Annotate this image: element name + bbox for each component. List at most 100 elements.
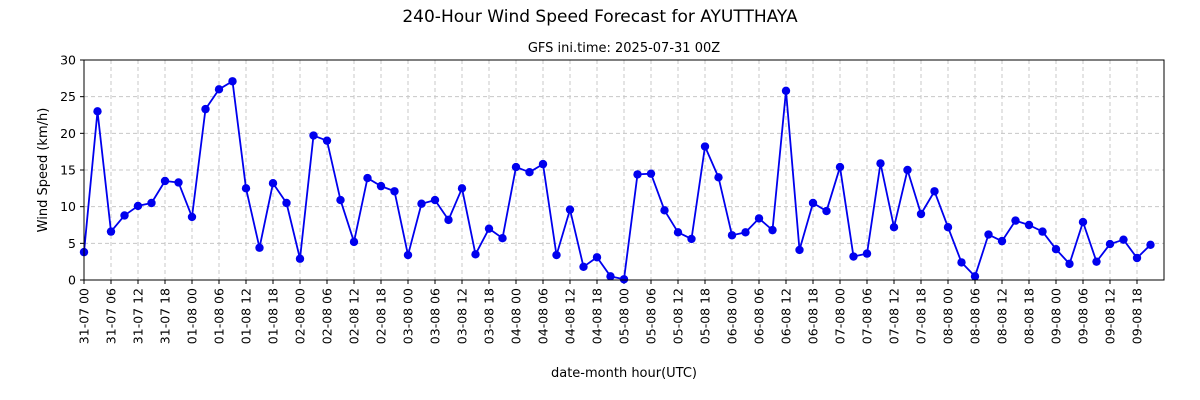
y-tick-label: 5: [68, 236, 76, 251]
data-point: [970, 272, 980, 281]
plot-frame: [83, 59, 1165, 281]
data-point: [673, 228, 683, 237]
x-tick-label: 31-07 18: [158, 288, 173, 344]
data-point: [403, 250, 413, 260]
x-tick-label: 01-08 06: [212, 288, 227, 344]
data-point: [768, 225, 777, 235]
x-tick-label: 02-08 12: [347, 288, 362, 344]
data-point: [903, 165, 912, 175]
grid-layer: [83, 59, 1164, 281]
x-tick-label: 31-07 12: [131, 288, 146, 344]
data-point: [309, 131, 318, 140]
data-point: [538, 159, 548, 169]
x-tick-label: 31-07 06: [104, 288, 119, 344]
data-point: [295, 254, 305, 263]
x-tick-label: 09-08 12: [1103, 288, 1118, 344]
data-point: [214, 85, 224, 94]
x-tick-label: 06-08 12: [779, 288, 794, 344]
x-tick-label: 09-08 06: [1076, 288, 1091, 344]
x-tick-label: 01-08 12: [239, 288, 254, 344]
x-tick-label: 05-08 12: [671, 288, 686, 344]
data-point: [808, 198, 818, 208]
x-tick-label: 01-08 00: [185, 288, 200, 344]
x-tick-label: 08-08 12: [995, 288, 1010, 344]
data-point: [187, 212, 197, 222]
data-point: [849, 252, 858, 261]
x-tick-label: 08-08 18: [1022, 288, 1037, 344]
x-tick-label: 04-08 18: [590, 288, 605, 344]
x-tick-label: 08-08 06: [968, 288, 983, 344]
data-point: [444, 215, 453, 225]
data-point: [93, 107, 102, 116]
data-point: [322, 136, 332, 145]
data-point: [1011, 216, 1020, 225]
data-point: [457, 184, 467, 193]
data-point: [268, 179, 278, 188]
data-point: [147, 198, 156, 208]
data-point: [1146, 240, 1155, 249]
y-tick-label: 10: [60, 199, 76, 214]
x-tick-label: 07-08 12: [887, 288, 902, 344]
data-point: [943, 223, 953, 232]
x-tick-label: 03-08 12: [455, 288, 470, 344]
y-axis-label: Wind Speed (km/h): [36, 108, 51, 233]
data-point: [592, 253, 602, 262]
x-tick-label: 01-08 18: [266, 288, 281, 344]
data-point: [282, 198, 291, 208]
tick-layer: 0 5 10 15 20 25 30 31-07 00 31-07 06 31-07 12 31-0…: [60, 53, 1144, 345]
data-point: [511, 162, 521, 172]
series-layer: [79, 77, 1155, 284]
data-point: [390, 187, 399, 196]
y-tick-label: 25: [60, 89, 76, 104]
data-point: [930, 187, 939, 196]
data-point: [552, 250, 561, 260]
data-point: [646, 169, 656, 178]
data-point: [633, 170, 642, 179]
data-point: [336, 195, 345, 205]
chart-subtitle: GFS ini.time: 2025-07-31 00Z: [528, 41, 720, 56]
data-point: [619, 275, 629, 284]
x-tick-label: 02-08 18: [374, 288, 389, 344]
chart-title: 240-Hour Wind Speed Forecast for AYUTTHA…: [402, 7, 798, 27]
data-point: [120, 211, 129, 220]
x-tick-label: 08-08 00: [941, 288, 956, 344]
x-tick-label: 07-08 18: [914, 288, 929, 344]
data-point: [1038, 227, 1047, 236]
data-point: [484, 224, 494, 233]
x-tick-label: 09-08 18: [1130, 288, 1145, 344]
data-point: [822, 206, 831, 216]
data-point: [565, 205, 575, 214]
data-point: [174, 178, 183, 187]
data-point: [660, 206, 669, 215]
data-point: [727, 231, 737, 240]
data-point: [876, 159, 885, 168]
x-tick-label: 07-08 06: [860, 288, 875, 344]
data-point: [1051, 245, 1061, 254]
x-tick-label: 07-08 00: [833, 288, 848, 344]
x-axis-label: date-month hour(UTC): [551, 366, 697, 381]
data-point: [984, 230, 993, 239]
x-tick-label: 09-08 00: [1049, 288, 1064, 344]
data-point: [957, 258, 966, 267]
data-point: [700, 142, 710, 151]
data-point: [1105, 239, 1115, 249]
data-point: [376, 181, 386, 191]
x-tick-label: 03-08 00: [401, 288, 416, 344]
data-point: [255, 243, 264, 252]
series-line: [83, 80, 1152, 281]
y-tick-label: 30: [60, 53, 76, 68]
data-point: [835, 162, 845, 172]
data-point: [160, 176, 170, 186]
data-point: [579, 262, 588, 271]
data-point: [1065, 259, 1074, 269]
x-tick-label: 04-08 06: [536, 288, 551, 344]
data-point: [687, 234, 696, 244]
data-point: [714, 173, 723, 182]
y-tick-label: 15: [60, 163, 76, 178]
data-point: [889, 223, 899, 232]
x-tick-label: 03-08 06: [428, 288, 443, 344]
data-point: [417, 199, 426, 208]
data-point: [1119, 235, 1128, 244]
x-tick-label: 06-08 06: [752, 288, 767, 344]
